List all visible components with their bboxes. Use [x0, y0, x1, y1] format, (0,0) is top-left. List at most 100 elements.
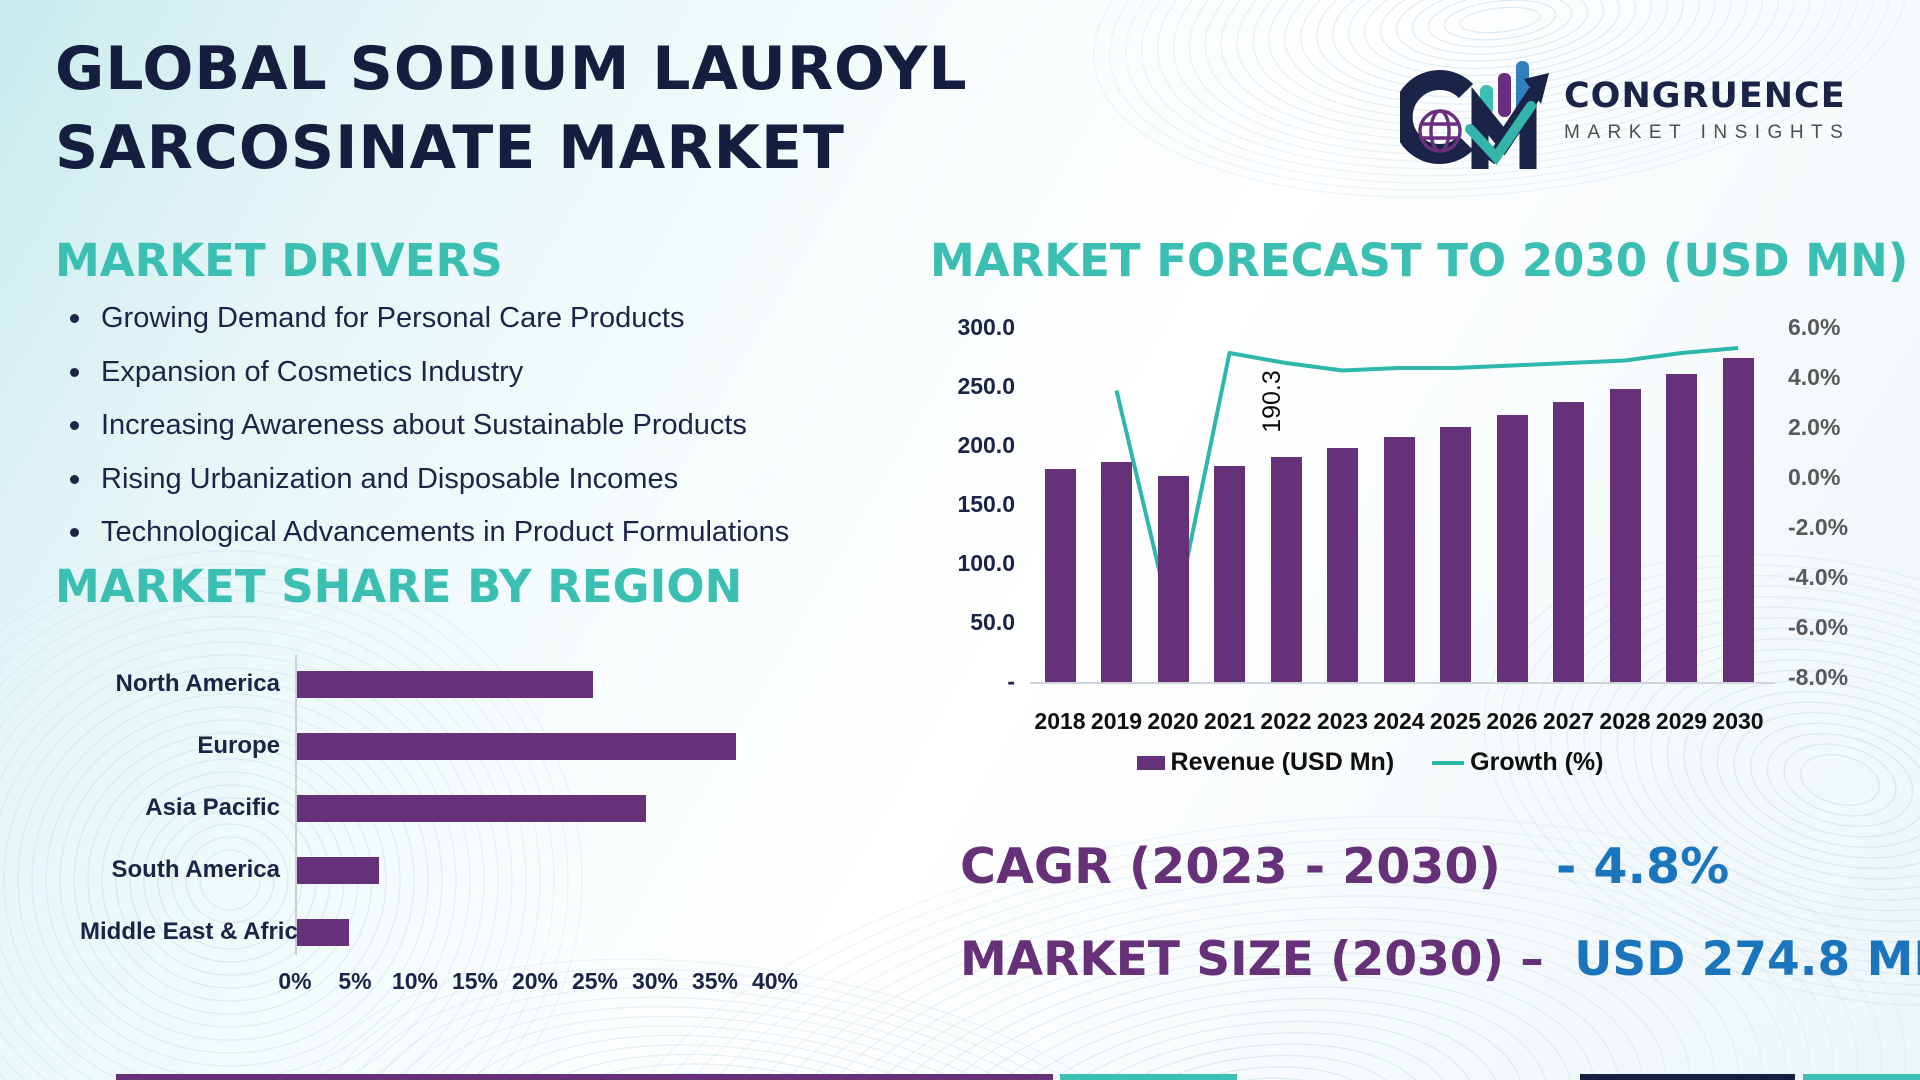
region-label: Middle East & Africa: [80, 918, 312, 945]
right-axis-tick: -6.0%: [1788, 614, 1849, 640]
left-axis-tick: 200.0: [957, 432, 1015, 458]
drivers-heading: MARKET DRIVERS: [55, 234, 503, 287]
driver-item: Growing Demand for Personal Care Product…: [62, 292, 789, 346]
region-axis-tick: 40%: [751, 968, 799, 994]
right-axis-tick: -4.0%: [1788, 564, 1849, 590]
logo-text: CONGRUENCE MARKET INSIGHTS: [1564, 76, 1850, 144]
left-axis-tick: 150.0: [957, 491, 1015, 517]
revenue-bar-2028: [1609, 389, 1641, 682]
footer-accent-teal-2: [1803, 1074, 1920, 1080]
left-axis-tick: -: [1007, 668, 1015, 694]
title-line1: GLOBAL SODIUM LAUROYL: [55, 34, 968, 104]
company-logo: CONGRUENCE MARKET INSIGHTS: [1400, 42, 1890, 177]
region-bar-north-america: [297, 671, 593, 698]
growth-line-icon: [1432, 760, 1465, 765]
driver-item: Rising Urbanization and Disposable Incom…: [62, 453, 789, 507]
revenue-bar-2027: [1553, 402, 1584, 682]
bullet-icon: [70, 367, 79, 377]
revenue-bar-2020: [1157, 476, 1189, 682]
year-label: 2018: [1034, 708, 1086, 734]
forecast-baseline: [1030, 682, 1775, 684]
revenue-bar-2026: [1496, 415, 1528, 682]
driver-item-text: Rising Urbanization and Disposable Incom…: [101, 462, 679, 495]
footer-accent-navy: [1580, 1074, 1795, 1080]
left-axis-tick: 100.0: [957, 550, 1015, 576]
legend-growth: Growth (%): [1432, 748, 1603, 777]
drivers-list: Growing Demand for Personal Care Product…: [62, 292, 789, 560]
page-title: GLOBAL SODIUM LAUROYL SARCOSINATE MARKET: [55, 30, 968, 188]
year-label: 2025: [1429, 708, 1482, 734]
right-axis-tick: -2.0%: [1788, 514, 1849, 540]
legend-growth-label: Growth (%): [1470, 748, 1604, 776]
driver-item: Expansion of Cosmetics Industry: [62, 346, 789, 400]
region-axis-tick: 35%: [691, 968, 739, 994]
region-axis-tick: 10%: [391, 968, 439, 994]
market-size-value: USD 274.8 MN: [1574, 932, 1920, 987]
revenue-bar-2025: [1440, 427, 1471, 682]
forecast-heading: MARKET FORECAST TO 2030 (USD MN): [930, 234, 1909, 287]
forecast-legend: Revenue (USD Mn) Growth (%): [930, 748, 1810, 777]
region-bar-europe: [297, 733, 736, 760]
revenue-bar-2029: [1666, 374, 1697, 682]
year-label: 2023: [1316, 708, 1369, 734]
year-label: 2026: [1486, 708, 1538, 734]
cagr-value: - 4.8%: [1555, 838, 1730, 895]
revenue-bar-2019: [1101, 462, 1132, 682]
revenue-bar-2024: [1383, 437, 1415, 682]
logo-globe-icon: [1418, 108, 1462, 153]
region-bar-south-america: [297, 857, 379, 884]
left-axis-tick: 250.0: [957, 373, 1015, 399]
year-label: 2020: [1147, 708, 1199, 734]
title-line2: SARCOSINATE MARKET: [55, 113, 845, 183]
year-label: 2024: [1373, 708, 1425, 734]
driver-item: Increasing Awareness about Sustainable P…: [62, 399, 789, 453]
year-label: 2022: [1260, 708, 1312, 734]
revenue-bar-2021: [1214, 466, 1245, 682]
market-size-callout: MARKET SIZE (2030) – USD 274.8 MN: [960, 932, 1920, 987]
year-label: 2019: [1090, 708, 1143, 734]
revenue-swatch-icon: [1136, 755, 1165, 770]
bullet-icon: [70, 421, 79, 431]
driver-item-text: Technological Advancements in Product Fo…: [101, 516, 790, 549]
right-axis-tick: 4.0%: [1788, 364, 1841, 390]
legend-revenue-label: Revenue (USD Mn): [1170, 748, 1395, 776]
right-axis-tick: -8.0%: [1788, 664, 1849, 690]
region-share-chart: North America Europe Asia Pacific South Ame…: [80, 650, 860, 1030]
driver-item-text: Expansion of Cosmetics Industry: [101, 355, 524, 388]
region-share-heading: MARKET SHARE BY REGION: [55, 560, 743, 613]
driver-item-text: Growing Demand for Personal Care Product…: [101, 302, 685, 335]
bullet-icon: [70, 314, 79, 324]
driver-item: Technological Advancements in Product Fo…: [62, 506, 789, 560]
bullet-icon: [70, 528, 79, 538]
driver-item-text: Increasing Awareness about Sustainable P…: [101, 409, 747, 442]
year-label: 2029: [1655, 708, 1708, 734]
year-label: 2021: [1203, 708, 1256, 734]
footer-accent-purple: [116, 1074, 1053, 1080]
year-label: 2027: [1542, 708, 1595, 734]
logo-c-shape: [1400, 69, 1474, 164]
region-axis-tick: 30%: [631, 968, 679, 994]
bullet-icon: [70, 474, 79, 484]
logo-company-name: CONGRUENCE: [1564, 75, 1846, 116]
region-label: Europe: [197, 732, 280, 759]
region-axis-tick: 0%: [278, 968, 312, 994]
region-axis-tick: 15%: [451, 968, 499, 994]
region-label: South America: [111, 856, 280, 883]
cagr-label: CAGR (2023 - 2030): [960, 838, 1501, 895]
left-axis-tick: 50.0: [970, 609, 1015, 635]
logo-tagline: MARKET INSIGHTS: [1564, 121, 1851, 143]
region-label: Asia Pacific: [145, 794, 280, 821]
region-axis-tick: 25%: [571, 968, 619, 994]
revenue-bar-2022: [1270, 457, 1302, 682]
region-axis-tick: 5%: [338, 968, 372, 994]
right-axis-tick: 2.0%: [1788, 414, 1841, 440]
right-axis-tick: 0.0%: [1788, 464, 1841, 490]
year-label: 2030: [1712, 708, 1764, 734]
legend-revenue: Revenue (USD Mn): [1136, 748, 1395, 777]
logo-check-icon: [1465, 100, 1536, 165]
bar-value-annotation: 190.3: [1257, 370, 1286, 433]
forecast-chart: 190.3 Revenue (USD Mn) Growth (%) 300.0 2…: [930, 300, 1880, 830]
market-size-label: MARKET SIZE (2030) –: [960, 932, 1544, 987]
revenue-bar-2018: [1044, 469, 1076, 682]
